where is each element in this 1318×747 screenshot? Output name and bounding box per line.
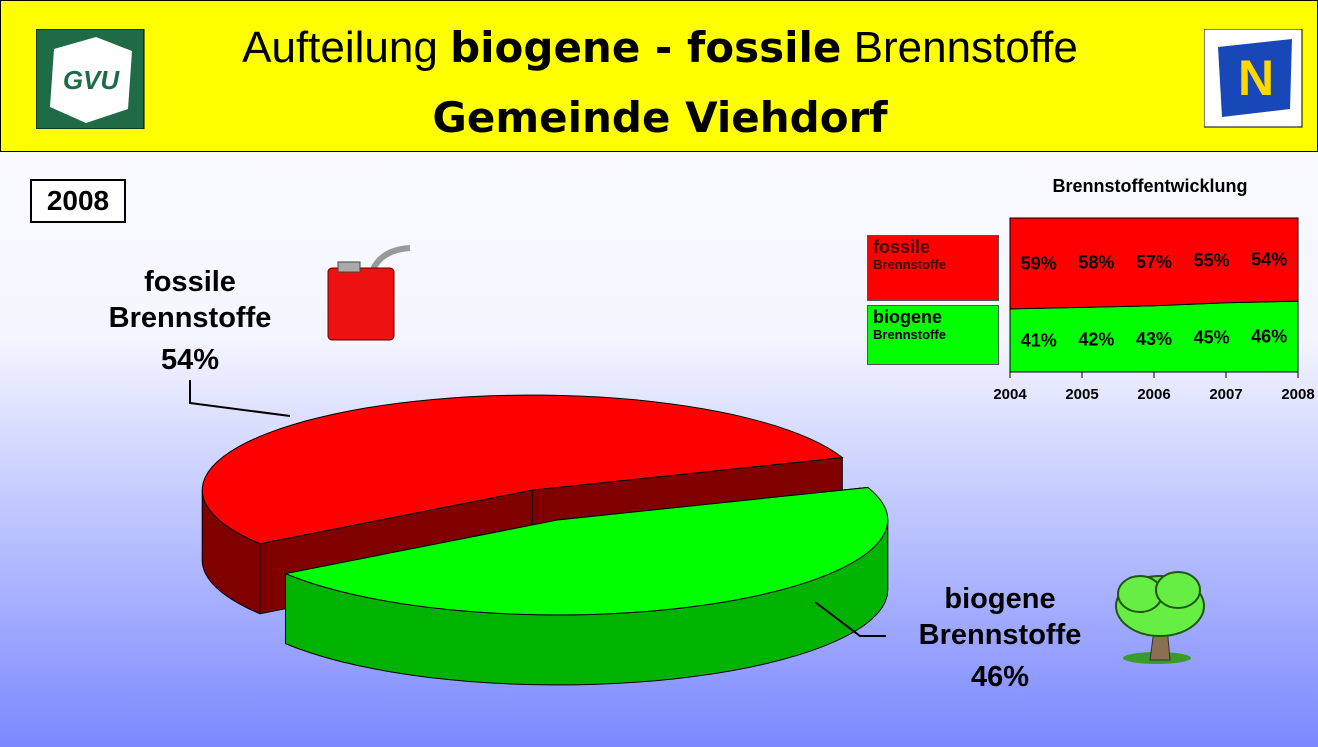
area-value-label: 55%	[1194, 250, 1230, 270]
area-value-label: 58%	[1078, 253, 1114, 273]
slide: Aufteilung biogene - fossile Brennstoffe…	[0, 0, 1318, 747]
area-value-label: 46%	[1251, 327, 1287, 347]
area-value-label: 45%	[1194, 327, 1230, 347]
area-value-label: 59%	[1021, 253, 1057, 273]
area-value-label: 43%	[1136, 329, 1172, 349]
x-tick-label: 2005	[1065, 386, 1098, 403]
area-value-label: 42%	[1078, 330, 1114, 350]
x-tick-label: 2006	[1137, 386, 1170, 403]
x-tick-label: 2007	[1209, 386, 1242, 403]
area-value-label: 41%	[1021, 330, 1057, 350]
x-tick-label: 2004	[993, 386, 1027, 403]
x-tick-label: 2008	[1281, 386, 1314, 403]
area-value-label: 54%	[1251, 250, 1287, 270]
area-value-label: 57%	[1136, 252, 1172, 272]
area-chart: 41% 42% 43% 45% 46% 59% 58% 57% 55% 54% 2004 2005 20…	[0, 0, 1318, 747]
